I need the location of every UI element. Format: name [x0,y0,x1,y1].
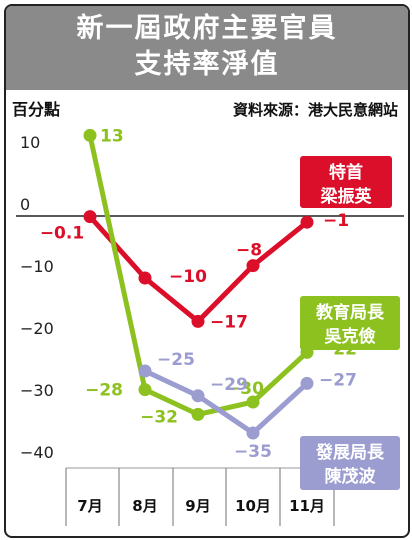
data-point [83,128,97,142]
data-label: −8 [236,241,262,261]
legend-label: 特首 [329,162,363,183]
data-label: 13 [100,126,124,146]
data-point [191,389,205,403]
data-point [138,271,152,285]
data-label: −30 [226,379,264,399]
chart-header: 新一屆政府主要官員 支持率淨值 [6,6,408,90]
legend-label: 陳茂波 [325,466,377,487]
data-label: −25 [157,350,195,370]
data-label: −29 [210,375,248,395]
line-chart: 百分點 資料來源：港大民意網站 10 0 −10 −20 −30 −40 7月 8月 9月 10月… [12,100,404,526]
data-point [246,395,260,409]
legend-label: 發展局長 [315,442,385,463]
data-label: −32 [140,407,178,427]
data-label: −10 [169,267,207,287]
source-label: 資料來源：港大民意網站 [233,101,398,119]
series-line [142,368,310,436]
legend-label: 吳克儉 [325,326,376,347]
y-tick-label: −20 [20,319,54,338]
data-point [300,376,314,390]
data-point [246,426,260,440]
y-tick-label: 0 [20,195,30,214]
data-point [300,215,314,229]
chart-title-line2: 支持率淨值 [134,49,280,80]
x-tick-label: 11月 [289,497,325,515]
y-tick-label: 10 [20,133,40,152]
data-point [138,383,152,397]
legend-box [300,296,400,350]
legend-label: 梁振英 [320,186,373,207]
data-label: −0.1 [40,224,84,244]
data-point [191,407,205,421]
data-point [138,364,152,378]
y-unit-label: 百分點 [12,100,60,119]
chart-card: 新一屆政府主要官員 支持率淨值 百分點 資料來源：港大民意網站 10 0 −10 −2… [4,4,410,538]
legend-box [300,156,392,208]
y-tick-label: −40 [20,443,54,462]
x-tick-label: 9月 [185,497,210,515]
legend-label: 教育局長 [315,302,385,323]
x-tick-label: 7月 [77,497,102,515]
data-point [246,259,260,273]
data-point [191,314,205,328]
data-label: −1 [323,211,349,231]
data-label: −35 [234,442,272,462]
data-label: −17 [210,312,248,332]
series-layer: −0.1−10−17−8−113−28−32−30−22−25−29−35−27 [40,126,357,462]
x-tick-label: 8月 [132,497,157,515]
data-label: −27 [319,370,357,390]
y-tick-label: −30 [20,381,54,400]
x-tick-label: 10月 [235,497,271,515]
legend-box [300,436,400,490]
y-tick-label: −10 [20,257,54,276]
chart-title-line1: 新一屆政府主要官員 [76,13,338,44]
data-label: −28 [85,381,123,401]
data-point [83,210,97,224]
axes: 10 0 −10 −20 −30 −40 7月 8月 9月 10月 11月 [16,133,404,526]
